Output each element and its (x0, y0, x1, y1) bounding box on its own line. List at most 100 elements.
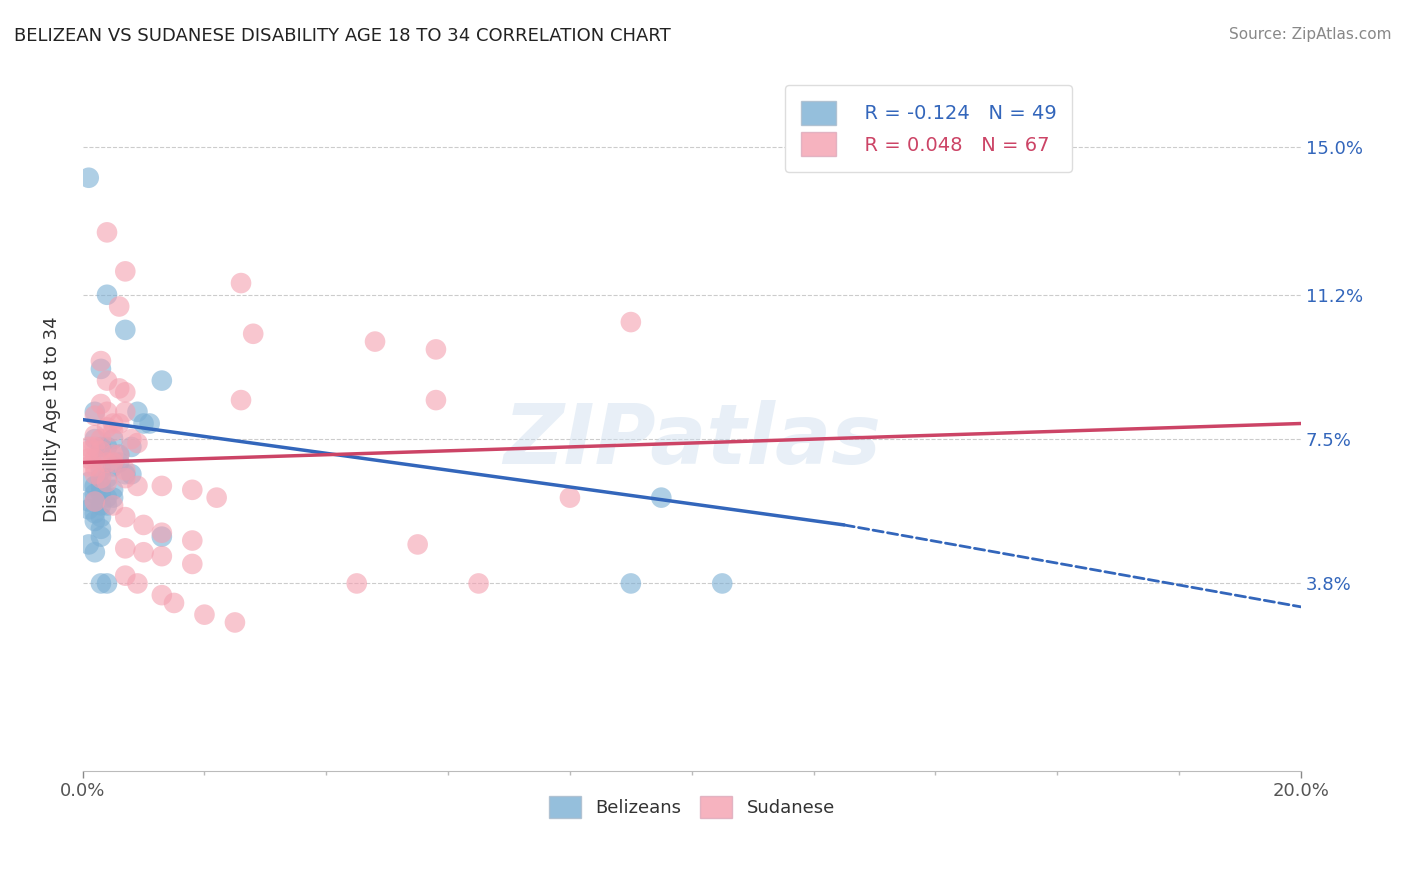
Point (77, 502, 100, 516)
Point (90, 354, 112, 368)
Point (96, 405, 118, 419)
Point (77, 459, 100, 474)
Point (90, 362, 112, 376)
Point (364, 334, 387, 349)
Point (83, 440, 105, 454)
Point (114, 471, 136, 485)
Point (90, 576, 112, 591)
Point (127, 436, 149, 450)
Point (150, 588, 173, 602)
Point (127, 479, 149, 493)
Point (108, 448, 131, 462)
Point (193, 607, 215, 622)
Point (127, 405, 149, 419)
Text: Source: ZipAtlas.com: Source: ZipAtlas.com (1229, 27, 1392, 42)
Point (90, 440, 112, 454)
Point (90, 499, 112, 513)
Point (224, 615, 246, 630)
Point (467, 576, 489, 591)
Point (90, 530, 112, 544)
Point (181, 483, 204, 497)
Point (242, 326, 264, 341)
Point (114, 568, 136, 582)
Point (77, 443, 100, 458)
Point (90, 522, 112, 536)
Point (90, 487, 112, 501)
Point (120, 440, 142, 454)
Point (229, 276, 252, 290)
Point (83, 428, 105, 442)
Point (90, 443, 112, 458)
Point (150, 374, 173, 388)
Point (90, 479, 112, 493)
Point (83, 409, 105, 423)
Point (114, 264, 136, 278)
Point (96, 475, 118, 489)
Point (229, 393, 252, 408)
Point (96, 499, 118, 513)
Point (96, 374, 118, 388)
Point (127, 576, 149, 591)
Point (101, 459, 124, 474)
Point (120, 432, 142, 446)
Point (101, 448, 124, 462)
Point (425, 343, 447, 357)
Point (96, 225, 118, 239)
Point (90, 471, 112, 485)
Point (77, 451, 100, 466)
Point (101, 499, 124, 513)
Point (96, 491, 118, 505)
Point (425, 393, 447, 408)
Point (90, 510, 112, 524)
Point (114, 385, 136, 400)
Point (114, 323, 136, 337)
Point (620, 315, 643, 329)
Point (114, 510, 136, 524)
Text: ZIPatlas: ZIPatlas (503, 401, 880, 481)
Point (650, 491, 672, 505)
Point (108, 300, 131, 314)
Point (90, 463, 112, 477)
Point (96, 420, 118, 434)
Point (83, 467, 105, 482)
Point (77, 537, 100, 551)
Point (132, 517, 155, 532)
Point (163, 596, 186, 610)
Point (96, 440, 118, 454)
Point (620, 576, 643, 591)
Point (101, 491, 124, 505)
Point (150, 479, 173, 493)
Point (83, 545, 105, 559)
Point (90, 432, 112, 446)
Point (132, 545, 155, 559)
Point (77, 494, 100, 508)
Point (150, 525, 173, 540)
Point (114, 541, 136, 556)
Point (108, 456, 131, 470)
Point (83, 405, 105, 419)
Point (83, 514, 105, 528)
Point (114, 467, 136, 482)
Point (83, 494, 105, 508)
Point (77, 475, 100, 489)
Point (114, 463, 136, 477)
Point (108, 448, 131, 462)
Point (77, 170, 100, 185)
Point (346, 576, 368, 591)
Point (101, 456, 124, 470)
Point (132, 417, 155, 431)
Point (114, 405, 136, 419)
Point (90, 471, 112, 485)
Point (406, 537, 429, 551)
Point (96, 456, 118, 470)
Point (120, 467, 142, 482)
Text: BELIZEAN VS SUDANESE DISABILITY AGE 18 TO 34 CORRELATION CHART: BELIZEAN VS SUDANESE DISABILITY AGE 18 T… (14, 27, 671, 45)
Point (101, 425, 124, 439)
Point (96, 287, 118, 301)
Point (181, 557, 204, 571)
Point (101, 483, 124, 497)
Point (83, 432, 105, 446)
Point (96, 471, 118, 485)
Point (83, 451, 105, 466)
Point (90, 397, 112, 411)
